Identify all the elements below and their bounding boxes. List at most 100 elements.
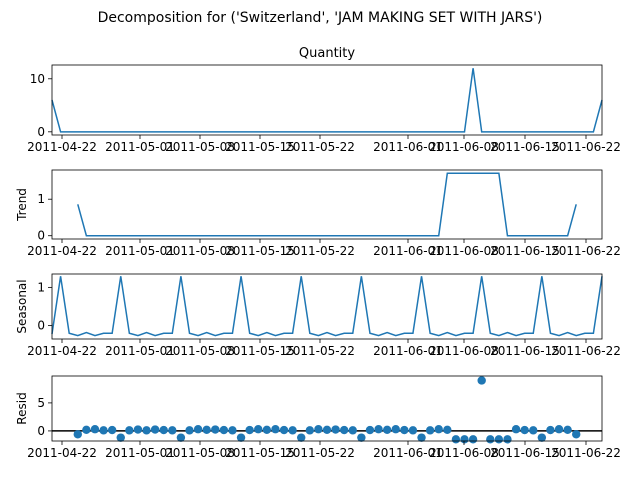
resid-point	[503, 435, 512, 444]
resid-point	[486, 435, 495, 444]
axes-frame	[51, 375, 603, 442]
resid-point	[202, 425, 211, 434]
y-axis-label: Seasonal	[15, 279, 29, 333]
resid-point	[434, 425, 443, 434]
resid-point	[314, 425, 323, 434]
resid-point	[185, 426, 194, 435]
resid-point	[150, 425, 160, 434]
resid-point	[193, 425, 203, 434]
resid-point	[408, 426, 418, 435]
x-tick-label: 2011-05-01	[105, 140, 175, 154]
resid-point	[451, 435, 461, 444]
resid-point	[176, 433, 186, 442]
x-tick-label: 2011-06-22	[551, 344, 621, 358]
resid-point	[391, 425, 400, 434]
resid-point	[477, 376, 486, 385]
x-tick-label: 2011-06-15	[490, 344, 560, 358]
resid-point	[90, 425, 100, 434]
resid-point	[348, 426, 357, 435]
x-tick-label: 2011-06-01	[373, 446, 443, 460]
x-tick-label: 2011-05-01	[105, 244, 175, 258]
resid-point	[537, 433, 547, 442]
resid-point	[288, 426, 297, 435]
resid-point	[331, 425, 340, 434]
resid-point	[494, 435, 504, 444]
resid-point	[443, 425, 452, 434]
x-tick-label: 2011-06-08	[429, 244, 499, 258]
resid-point	[168, 426, 177, 435]
x-tick-label: 2011-05-15	[225, 344, 295, 358]
x-tick-label: 2011-05-08	[165, 344, 235, 358]
axes-frame	[51, 64, 603, 136]
resid-point	[99, 426, 108, 435]
y-tick-label: 0	[37, 424, 45, 438]
axes-frame	[51, 273, 603, 340]
resid-point	[305, 426, 315, 435]
x-tick-label: 2011-05-22	[285, 446, 355, 460]
x-tick-label: 2011-05-08	[165, 140, 235, 154]
x-tick-label: 2011-05-15	[225, 140, 295, 154]
y-tick-label: 1	[37, 192, 45, 206]
resid-point	[374, 425, 383, 434]
resid-point	[82, 425, 91, 434]
x-tick-label: 2011-06-15	[490, 244, 560, 258]
x-tick-label: 2011-04-22	[27, 140, 97, 154]
resid-point	[262, 425, 272, 434]
x-tick-label: 2011-05-15	[225, 446, 295, 460]
resid-point	[400, 425, 409, 435]
x-tick-label: 2011-05-22	[285, 344, 355, 358]
resid-point	[365, 425, 375, 435]
x-tick-label: 2011-06-22	[551, 446, 621, 460]
resid-point	[219, 425, 229, 435]
y-axis-label: Resid	[15, 392, 29, 424]
x-tick-label: 2011-06-01	[373, 344, 443, 358]
resid-point	[357, 433, 366, 442]
x-tick-label: 2011-05-15	[225, 244, 295, 258]
y-tick-label: 5	[37, 396, 45, 410]
x-tick-label: 2011-05-22	[285, 244, 355, 258]
seasonal-line	[51, 276, 603, 337]
resid-point	[511, 425, 521, 434]
resid-point	[271, 425, 280, 434]
y-tick-label: 10	[30, 72, 45, 86]
resid-point	[133, 425, 143, 434]
resid-point	[228, 426, 237, 435]
resid-point	[339, 425, 349, 435]
resid-point	[142, 426, 151, 435]
x-tick-label: 2011-06-08	[429, 344, 499, 358]
x-tick-label: 2011-05-22	[285, 140, 355, 154]
x-tick-label: 2011-06-08	[429, 140, 499, 154]
resid-point	[107, 425, 117, 435]
y-tick-label: 0	[37, 319, 45, 333]
x-tick-label: 2011-05-01	[105, 344, 175, 358]
x-tick-label: 2011-06-01	[373, 244, 443, 258]
x-tick-label: 2011-04-22	[27, 344, 97, 358]
resid-point	[116, 433, 125, 442]
y-tick-label: 1	[37, 280, 45, 294]
quantity-line	[51, 68, 603, 133]
resid-point	[159, 425, 168, 435]
y-tick-label: 0	[37, 229, 45, 243]
resid-point	[546, 425, 555, 435]
x-tick-label: 2011-04-22	[27, 244, 97, 258]
x-tick-label: 2011-05-08	[165, 244, 235, 258]
x-tick-label: 2011-04-22	[27, 446, 97, 460]
x-tick-label: 2011-06-22	[551, 244, 621, 258]
resid-point	[297, 433, 306, 442]
resid-point	[322, 425, 332, 434]
y-tick-label: 0	[37, 125, 45, 139]
x-tick-label: 2011-05-08	[165, 446, 235, 460]
resid-point	[417, 433, 426, 442]
resid-point	[254, 425, 263, 434]
resid-point	[236, 433, 246, 442]
x-tick-label: 2011-06-22	[551, 140, 621, 154]
axes-frame	[51, 169, 603, 240]
resid-point	[563, 425, 572, 434]
panel-title: Quantity	[299, 46, 355, 61]
resid-point	[554, 425, 564, 434]
y-axis-label: Trend	[15, 188, 29, 222]
resid-point	[572, 430, 581, 439]
